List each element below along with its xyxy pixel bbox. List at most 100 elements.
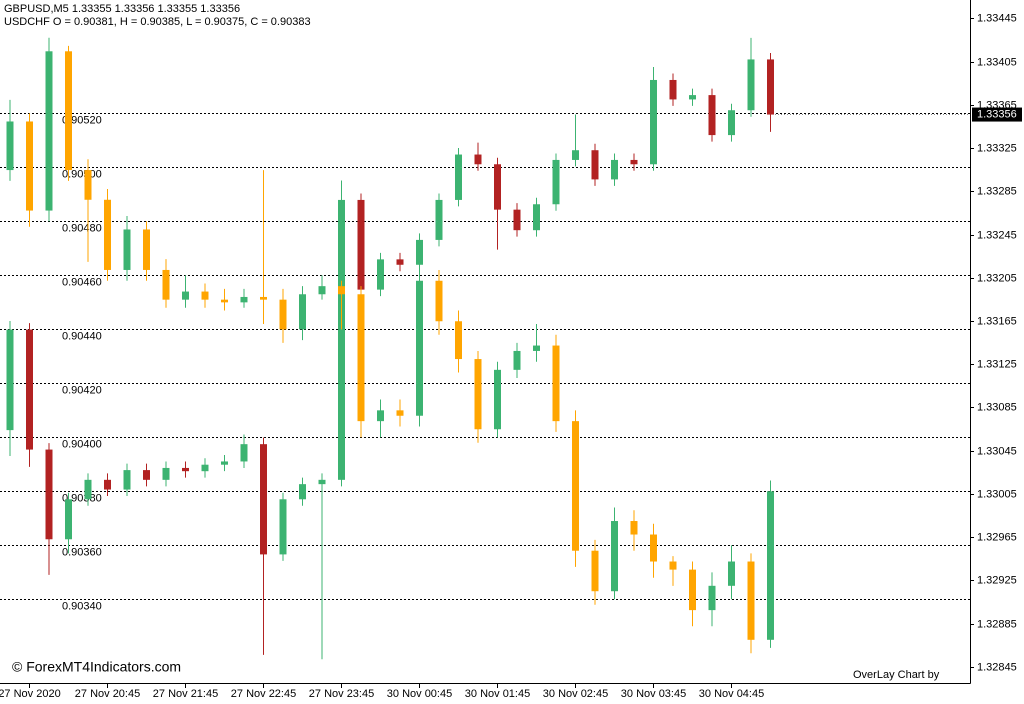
- candle-body: [572, 150, 579, 160]
- candle-body: [728, 561, 735, 586]
- y2-tick-label: 0.90420: [62, 384, 102, 396]
- candle-body: [260, 296, 267, 300]
- candle-body: [591, 150, 599, 180]
- candle-body: [747, 561, 755, 640]
- candle-body: [84, 479, 92, 500]
- series-0: [6, 37, 774, 660]
- candle-body: [494, 164, 501, 210]
- x-tick-label: 30 Nov 02:45: [543, 688, 608, 700]
- y2-tick-label: 0.90480: [62, 222, 102, 234]
- candle-body: [338, 286, 345, 295]
- candle-body: [435, 280, 443, 322]
- candle-body: [338, 199, 345, 480]
- candle-body: [669, 79, 677, 100]
- candle-body: [6, 121, 14, 171]
- candle-body: [552, 159, 560, 205]
- candle-body: [650, 79, 657, 165]
- candle-body: [240, 444, 248, 462]
- candle-body: [6, 329, 14, 431]
- candle-body: [240, 296, 248, 303]
- candle-body: [182, 291, 189, 300]
- candle-body: [513, 350, 521, 370]
- candle-body: [650, 534, 657, 562]
- candle-body: [104, 479, 111, 490]
- candle-body: [708, 585, 716, 611]
- candle-body: [396, 259, 404, 265]
- y-tick-label: 1.33325: [977, 142, 1017, 154]
- x-tick-label: 27 Nov 21:45: [153, 688, 218, 700]
- candle-body: [143, 470, 150, 480]
- candle-body: [513, 209, 521, 231]
- y-tick-label: 1.33405: [977, 56, 1017, 68]
- candle-body: [708, 95, 716, 136]
- candle-body: [104, 199, 111, 270]
- candle-body: [552, 345, 560, 422]
- current-price-label: 1.33356: [977, 108, 1017, 120]
- candle-body: [201, 291, 209, 300]
- x-tick-label: 27 Nov 20:45: [75, 688, 140, 700]
- header-main: GBPUSD,M5 1.33355 1.33356 1.33355 1.3335…: [4, 3, 240, 15]
- candle-body: [279, 299, 287, 330]
- candle-body: [45, 51, 53, 211]
- candle-body: [533, 345, 540, 351]
- candle-body: [533, 204, 540, 231]
- candle-body: [377, 259, 384, 290]
- candle-body: [630, 521, 638, 535]
- candle-body: [689, 95, 696, 100]
- candle-body: [357, 294, 365, 422]
- candle-body: [26, 329, 33, 450]
- candle-body: [669, 561, 677, 570]
- y-tick-label: 1.33445: [977, 12, 1017, 24]
- y-tick-label: 1.32925: [977, 574, 1017, 586]
- candle-body: [611, 521, 618, 592]
- candle-body: [591, 550, 599, 592]
- x-tick-label: 30 Nov 03:45: [621, 688, 686, 700]
- candle-body: [396, 410, 404, 416]
- candle-body: [26, 121, 33, 211]
- candle-body: [455, 154, 462, 200]
- candle-body: [299, 294, 306, 330]
- candle-body: [572, 421, 579, 551]
- candle-body: [455, 321, 462, 360]
- y2-tick-label: 0.90360: [62, 546, 102, 558]
- y-tick-label: 1.32965: [977, 531, 1017, 543]
- candle-body: [474, 359, 482, 430]
- candle-body: [767, 491, 774, 640]
- candle-body: [279, 499, 287, 555]
- candle-body: [416, 280, 423, 416]
- candle-body: [611, 159, 618, 180]
- candle-body: [299, 484, 306, 500]
- x-tick-label: 27 Nov 22:45: [231, 688, 296, 700]
- candle-body: [182, 467, 189, 472]
- y-tick-label: 1.33125: [977, 358, 1017, 370]
- y2-tick-label: 0.90400: [62, 438, 102, 450]
- y-tick-label: 1.32885: [977, 618, 1017, 630]
- candle-body: [689, 569, 696, 611]
- candle-body: [747, 59, 755, 111]
- candle-body: [123, 229, 131, 270]
- y-tick-label: 1.33245: [977, 229, 1017, 241]
- candle-body: [84, 170, 92, 200]
- candle-body: [260, 444, 267, 555]
- y-tick-label: 1.32845: [977, 661, 1017, 673]
- candle-body: [474, 154, 482, 165]
- candle-body: [767, 59, 774, 115]
- y-tick-label: 1.33085: [977, 401, 1017, 413]
- x-tick-label: 30 Nov 04:45: [699, 688, 764, 700]
- header-overlay: USDCHF O = 0.90381, H = 0.90385, L = 0.9…: [4, 16, 311, 28]
- candle-body: [45, 449, 53, 540]
- candle-body: [162, 269, 170, 300]
- candle-body: [123, 470, 131, 490]
- candle-body: [728, 110, 735, 136]
- x-tick-label: 27 Nov 2020: [0, 688, 61, 700]
- candle-body: [221, 461, 228, 465]
- candle-body: [435, 199, 443, 240]
- candle-body: [318, 479, 326, 485]
- y2-tick-label: 0.90340: [62, 600, 102, 612]
- candle-body: [630, 159, 638, 165]
- current-price-box: [972, 107, 1022, 122]
- candle-body: [494, 369, 501, 430]
